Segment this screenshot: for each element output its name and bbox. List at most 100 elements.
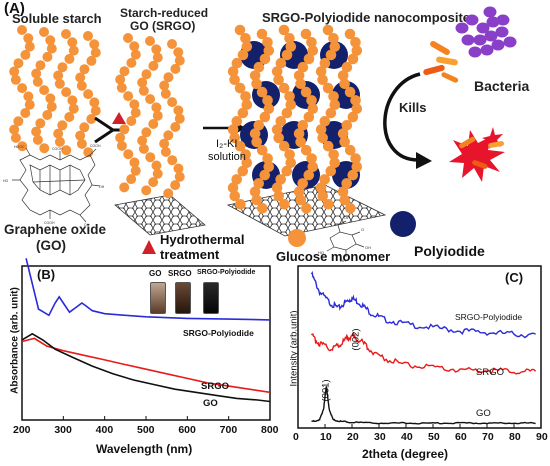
starch-bead	[263, 103, 275, 114]
starch-bead	[251, 78, 262, 90]
starch-bead	[278, 24, 290, 36]
starch-bead	[231, 116, 243, 127]
starch-bead	[240, 149, 251, 160]
panel-b-curve-label-srgo-polyiodide: SRGO-Polyiodide	[183, 328, 254, 338]
starch-bead	[116, 82, 127, 93]
starch-bead	[76, 138, 87, 149]
starch-bead	[90, 105, 101, 116]
go-label-line2: (GO)	[36, 238, 66, 253]
polyiodide-label: Polyiodide	[414, 243, 485, 259]
starch-bead	[32, 76, 43, 87]
hydrothermal-triangle-icon	[112, 112, 126, 124]
starch-bead	[119, 66, 130, 77]
x-tick-label: 800	[261, 424, 279, 436]
starch-bead	[167, 39, 177, 49]
starch-bead	[234, 24, 246, 36]
starch-bead	[344, 28, 356, 40]
starch-bead	[281, 49, 293, 61]
x-tick-label: 200	[13, 424, 31, 436]
svg-text:HO: HO	[318, 250, 324, 255]
starch-bead	[306, 37, 317, 48]
starch-bead	[253, 178, 264, 189]
starch-bead	[53, 128, 64, 139]
svg-text:OH: OH	[99, 185, 105, 189]
bacteria-purple-icon	[455, 6, 517, 58]
starch-bead	[57, 62, 68, 73]
starch-bead	[303, 111, 315, 123]
starch-bead	[64, 53, 75, 64]
starch-bead	[240, 91, 251, 102]
panel-c-curve-label-go: GO	[476, 408, 491, 419]
starch-bead	[126, 57, 137, 68]
starch-bead	[281, 107, 293, 119]
starch-bead	[141, 69, 152, 80]
starch-bead	[337, 128, 349, 139]
srgo-graphene-sheet	[114, 194, 206, 236]
starch-bead	[284, 149, 295, 160]
starch-bead	[285, 41, 297, 52]
starch-bead	[337, 186, 349, 197]
panel-b-curves	[21, 258, 271, 403]
starch-bead	[75, 130, 86, 141]
starch-bead	[275, 57, 287, 69]
panel-c-xlabel: 2theta (degree)	[362, 447, 449, 461]
starch-bead	[10, 74, 21, 85]
starch-bead	[271, 182, 283, 193]
purple-cell	[468, 46, 482, 58]
starch-bead	[307, 103, 319, 114]
purple-cell	[461, 34, 475, 46]
starch-bead	[241, 41, 253, 52]
peak-label-001: (001)	[320, 379, 332, 402]
purple-cell	[486, 16, 500, 28]
starch-bead	[151, 160, 162, 171]
starch-bead	[344, 86, 356, 98]
starch-bead	[116, 140, 127, 151]
purple-cell	[476, 22, 490, 34]
starch-bead	[345, 203, 356, 214]
x-tick-label: 600	[178, 424, 196, 436]
starch-bead	[20, 49, 31, 60]
starch-bead	[160, 88, 171, 99]
vial-go-icon	[150, 282, 166, 314]
glucose-monomer-icon	[288, 229, 306, 247]
starch-bead	[341, 178, 352, 189]
starch-bead	[163, 72, 174, 83]
starch-bead	[129, 41, 140, 52]
bacteria-label: Bacteria	[474, 78, 530, 94]
panel-c-curves	[310, 270, 537, 425]
series-line-srgo	[310, 331, 537, 375]
vial-label-go: GO	[149, 269, 162, 278]
starch-bead	[227, 182, 239, 193]
svg-text:HOOC: HOOC	[14, 145, 25, 149]
starch-bead	[295, 136, 306, 148]
starch-bead	[79, 64, 90, 75]
srgo-starch-chains	[115, 33, 185, 199]
starch-bead	[325, 49, 337, 61]
starch-bead	[148, 119, 159, 129]
starch-bead	[42, 51, 53, 62]
starch-bead	[57, 120, 68, 131]
starch-bead	[319, 57, 331, 69]
starch-bead	[167, 97, 178, 108]
series-line-srgo-polyiodide	[310, 270, 536, 339]
starch-bead	[241, 99, 253, 110]
purple-cell	[483, 6, 497, 18]
starch-bead	[130, 49, 141, 60]
starch-bead	[75, 72, 86, 83]
starch-bead	[68, 103, 79, 114]
starch-bead	[347, 111, 359, 123]
panel-b-label: (B)	[37, 267, 56, 282]
reagent-label-line2: solution	[208, 151, 246, 163]
starch-bead	[170, 180, 181, 191]
nanocomposite-title: SRGO-Polyiodide nanocomposite	[262, 10, 471, 25]
starch-bead	[307, 45, 319, 56]
starch-bead	[227, 66, 239, 77]
starch-bead	[151, 44, 162, 55]
starch-bead	[137, 77, 148, 88]
starch-bead	[148, 60, 159, 71]
srgo-title-line2: GO (SRGO)	[130, 19, 196, 33]
x-tick-label: 20	[347, 431, 359, 443]
purple-cell	[473, 34, 487, 46]
starch-bead	[262, 153, 273, 164]
starch-bead	[297, 178, 308, 189]
